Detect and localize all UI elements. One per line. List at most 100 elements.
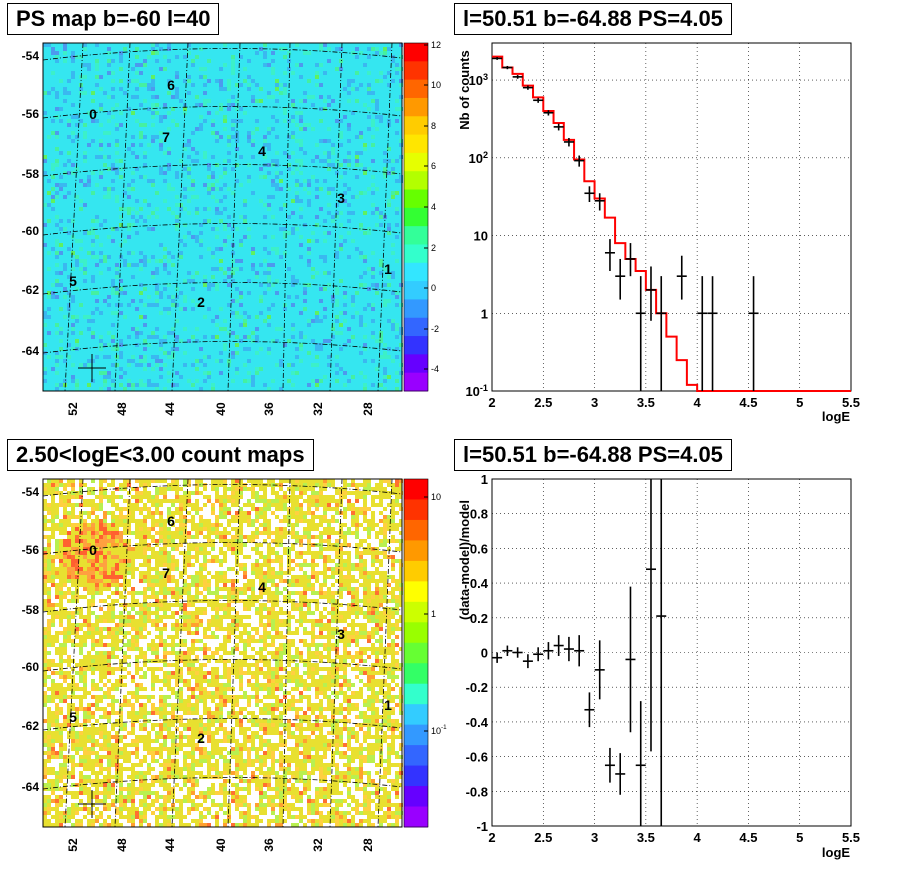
map-pixel <box>107 659 111 663</box>
latitude-line <box>42 341 403 354</box>
map-pixel <box>171 619 175 623</box>
map-pixel <box>279 615 283 619</box>
map-pixel <box>159 647 163 651</box>
map-pixel <box>115 287 119 291</box>
map-pixel <box>383 343 387 347</box>
map-pixel <box>263 319 267 323</box>
map-pixel <box>223 159 227 163</box>
map-pixel <box>147 691 151 695</box>
map-pixel <box>167 183 171 187</box>
map-pixel <box>163 55 167 59</box>
map-pixel <box>363 679 367 683</box>
map-pixel <box>199 495 203 499</box>
map-pixel <box>247 235 251 239</box>
map-pixel <box>227 135 231 139</box>
map-pixel <box>167 495 171 499</box>
map-pixel <box>83 647 87 651</box>
map-pixel <box>211 703 215 707</box>
map-pixel <box>235 287 239 291</box>
map-pixel <box>135 343 139 347</box>
map-pixel <box>295 279 299 283</box>
map-pixel <box>347 607 351 611</box>
map-pixel <box>355 687 359 691</box>
map-pixel <box>151 647 155 651</box>
map-pixel <box>303 531 307 535</box>
map-pixel <box>47 43 51 47</box>
map-pixel <box>127 663 131 667</box>
map-pixel <box>227 687 231 691</box>
map-pixel <box>147 363 151 367</box>
map-pixel <box>383 151 387 155</box>
map-pixel <box>363 695 367 699</box>
map-pixel <box>395 507 399 511</box>
map-pixel <box>207 631 211 635</box>
map-pixel <box>339 135 343 139</box>
map-pixel <box>395 559 399 563</box>
map-pixel <box>363 687 367 691</box>
map-pixel <box>259 691 263 695</box>
map-pixel <box>43 579 47 583</box>
map-pixel <box>187 339 191 343</box>
map-pixel <box>271 587 275 591</box>
map-pixel <box>359 51 363 55</box>
map-pixel <box>331 535 335 539</box>
map-pixel <box>299 519 303 523</box>
map-pixel <box>195 127 199 131</box>
map-pixel <box>171 607 175 611</box>
map-pixel <box>115 563 119 567</box>
map-pixel <box>239 555 243 559</box>
map-pixel <box>95 591 99 595</box>
map-pixel <box>103 527 107 531</box>
map-pixel <box>259 575 263 579</box>
map-pixel <box>163 679 167 683</box>
map-pixel <box>215 643 219 647</box>
map-pixel <box>311 511 315 515</box>
map-pixel <box>107 131 111 135</box>
map-pixel <box>255 631 259 635</box>
map-pixel <box>343 199 347 203</box>
map-pixel <box>215 563 219 567</box>
map-pixel <box>127 627 131 631</box>
map-pixel <box>359 595 363 599</box>
map-pixel <box>107 711 111 715</box>
map-pixel <box>359 639 363 643</box>
map-pixel <box>135 335 139 339</box>
map-pixel <box>195 695 199 699</box>
map-pixel <box>219 675 223 679</box>
map-pixel <box>267 515 271 519</box>
map-pixel <box>187 75 191 79</box>
map-pixel <box>183 691 187 695</box>
map-pixel <box>291 619 295 623</box>
map-pixel <box>71 691 75 695</box>
map-pixel <box>151 355 155 359</box>
map-pixel <box>215 567 219 571</box>
map-pixel <box>383 547 387 551</box>
map-pixel <box>179 603 183 607</box>
map-pixel <box>71 59 75 63</box>
map-pixel <box>139 359 143 363</box>
map-pixel <box>207 283 211 287</box>
map-pixel <box>171 507 175 511</box>
map-pixel <box>259 623 263 627</box>
map-pixel <box>139 491 143 495</box>
map-pixel <box>131 179 135 183</box>
map-pixel <box>311 559 315 563</box>
map-pixel <box>387 227 391 231</box>
map-pixel <box>159 691 163 695</box>
map-pixel <box>335 519 339 523</box>
map-pixel <box>215 511 219 515</box>
map-pixel <box>255 367 259 371</box>
map-pixel <box>319 63 323 67</box>
map-pixel <box>259 519 263 523</box>
map-pixel <box>63 163 67 167</box>
map-pixel <box>267 583 271 587</box>
map-pixel <box>295 567 299 571</box>
map-pixel <box>243 335 247 339</box>
map-pixel <box>163 351 167 355</box>
map-pixel <box>227 483 231 487</box>
map-pixel <box>339 695 343 699</box>
map-pixel <box>179 683 183 687</box>
map-pixel <box>219 535 223 539</box>
map-pixel <box>399 655 403 659</box>
map-pixel <box>191 147 195 151</box>
